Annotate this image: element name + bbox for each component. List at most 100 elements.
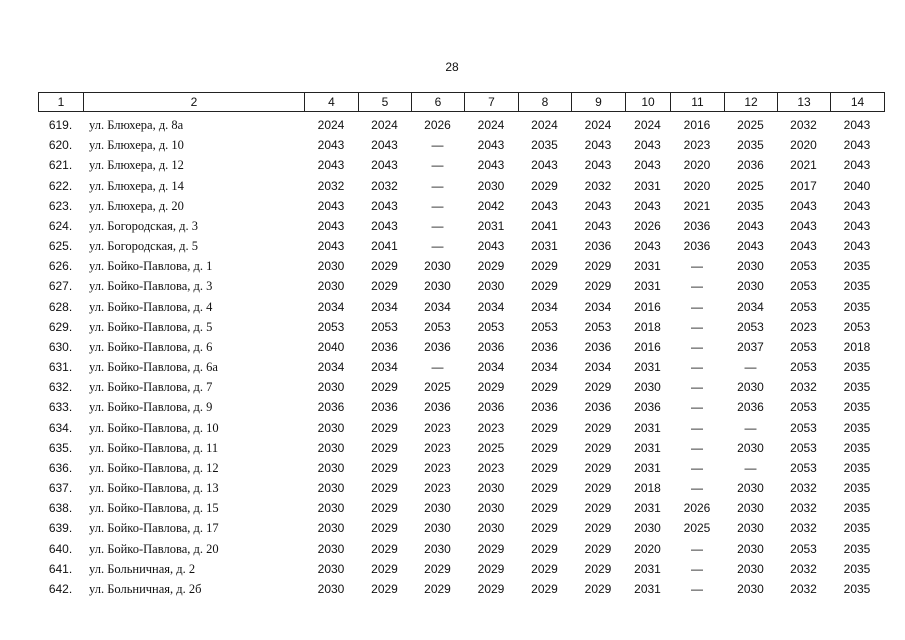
- year-cell: 2031: [634, 279, 661, 294]
- year-cell: 2036: [683, 218, 711, 233]
- year-cell: 2029: [584, 440, 612, 455]
- header-cell: 9: [571, 92, 626, 112]
- year-cell: —: [691, 319, 703, 334]
- year-cell: 2029: [584, 259, 612, 274]
- year-cell: 2042: [477, 198, 505, 213]
- year-cell: 2016: [634, 299, 661, 314]
- year-cell: 2035: [843, 561, 871, 576]
- row-number: 620.: [48, 138, 73, 153]
- year-cell: 2041: [531, 218, 558, 233]
- year-cell: 2043: [584, 138, 612, 153]
- year-cell: 2043: [317, 158, 345, 173]
- year-cell: 2029: [371, 541, 398, 556]
- year-cell: 2030: [737, 521, 764, 536]
- year-cell: 2043: [737, 239, 764, 254]
- year-cell: —: [691, 339, 703, 354]
- row-number: 635.: [48, 440, 73, 455]
- year-cell: 2035: [843, 420, 871, 435]
- year-cell: 2035: [843, 279, 871, 294]
- year-cell: 2029: [531, 279, 558, 294]
- year-cell: 2035: [843, 380, 871, 395]
- year-cell: 2030: [317, 259, 345, 274]
- year-cell: 2024: [531, 118, 558, 132]
- row-number: 629.: [48, 319, 73, 334]
- year-cell: 2020: [683, 178, 711, 193]
- year-cell: 2029: [371, 420, 398, 435]
- header-cell: 7: [464, 92, 519, 112]
- year-cell: 2035: [843, 501, 871, 516]
- year-cell: 2036: [584, 239, 612, 254]
- year-cell: 2043: [371, 138, 398, 153]
- year-cell: 2029: [584, 521, 612, 536]
- year-cell: 2018: [843, 339, 871, 354]
- year-cell: 2031: [634, 440, 661, 455]
- row-number: 637.: [48, 481, 73, 496]
- year-cell: 2018: [634, 319, 661, 334]
- year-cell: 2043: [317, 239, 345, 254]
- year-cell: —: [691, 440, 703, 455]
- row-number: 640.: [48, 541, 73, 556]
- year-cell: 2043: [634, 138, 661, 153]
- year-cell: 2032: [790, 581, 817, 596]
- year-cell: 2029: [371, 259, 398, 274]
- year-cell: 2040: [317, 339, 345, 354]
- year-cell: 2029: [584, 481, 612, 496]
- row-number: 630.: [48, 339, 73, 354]
- year-cell: 2029: [531, 541, 558, 556]
- year-cell: 2035: [843, 541, 871, 556]
- address: ул. Бойко-Павлова, д. 17: [89, 521, 219, 536]
- year-cell: 2043: [634, 198, 661, 213]
- year-cell: 2029: [477, 380, 505, 395]
- year-cell: 2043: [790, 239, 817, 254]
- year-cell: 2053: [790, 420, 817, 435]
- row-number: 628.: [48, 299, 73, 314]
- year-cell: 2029: [371, 501, 398, 516]
- year-cell: 2035: [843, 521, 871, 536]
- year-cell: —: [744, 420, 757, 435]
- year-cell: 2029: [477, 561, 505, 576]
- year-cell: 2029: [531, 440, 558, 455]
- year-cell: 2029: [584, 279, 612, 294]
- address: ул. Богородская, д. 3: [89, 218, 199, 233]
- year-cell: 2035: [843, 360, 871, 375]
- year-cell: 2034: [317, 360, 345, 375]
- year-cell: 2020: [683, 158, 711, 173]
- address: ул. Бойко-Павлова, д. 10: [89, 420, 219, 435]
- row-number: 633.: [48, 400, 73, 415]
- row-number: 641.: [48, 561, 73, 576]
- year-cell: 2031: [634, 581, 661, 596]
- row-number: 639.: [48, 521, 73, 536]
- year-cell: —: [431, 218, 444, 233]
- year-cell: 2017: [790, 178, 817, 193]
- year-cell: 2023: [424, 420, 451, 435]
- year-cell: 2032: [790, 561, 817, 576]
- address: ул. Блюхера, д. 12: [89, 158, 184, 173]
- year-cell: 2035: [737, 138, 764, 153]
- year-cell: 2029: [371, 521, 398, 536]
- year-cell: 2024: [634, 118, 661, 132]
- year-cell: 2016: [683, 118, 711, 132]
- year-cell: 2034: [531, 360, 558, 375]
- address: ул. Бойко-Павлова, д. 20: [89, 541, 219, 556]
- year-cell: 2029: [531, 581, 558, 596]
- year-cell: 2036: [371, 400, 398, 415]
- year-cell: 2035: [843, 581, 871, 596]
- year-cell: —: [691, 400, 703, 415]
- year-cell: 2029: [584, 460, 612, 475]
- year-cell: 2034: [584, 360, 612, 375]
- row-number: 636.: [48, 460, 73, 475]
- row-number: 622.: [48, 178, 73, 193]
- year-cell: —: [691, 420, 703, 435]
- year-cell: 2053: [317, 319, 345, 334]
- year-cell: —: [431, 178, 444, 193]
- year-cell: 2032: [317, 178, 345, 193]
- address: ул. Богородская, д. 5: [89, 239, 199, 254]
- address: ул. Блюхера, д. 10: [89, 138, 184, 153]
- year-cell: 2031: [634, 561, 661, 576]
- year-cell: 2030: [317, 481, 345, 496]
- year-cell: 2035: [843, 440, 871, 455]
- header-cell: 6: [411, 92, 465, 112]
- header-cell: 14: [830, 92, 885, 112]
- year-cell: 2037: [737, 339, 764, 354]
- year-cell: 2030: [737, 279, 764, 294]
